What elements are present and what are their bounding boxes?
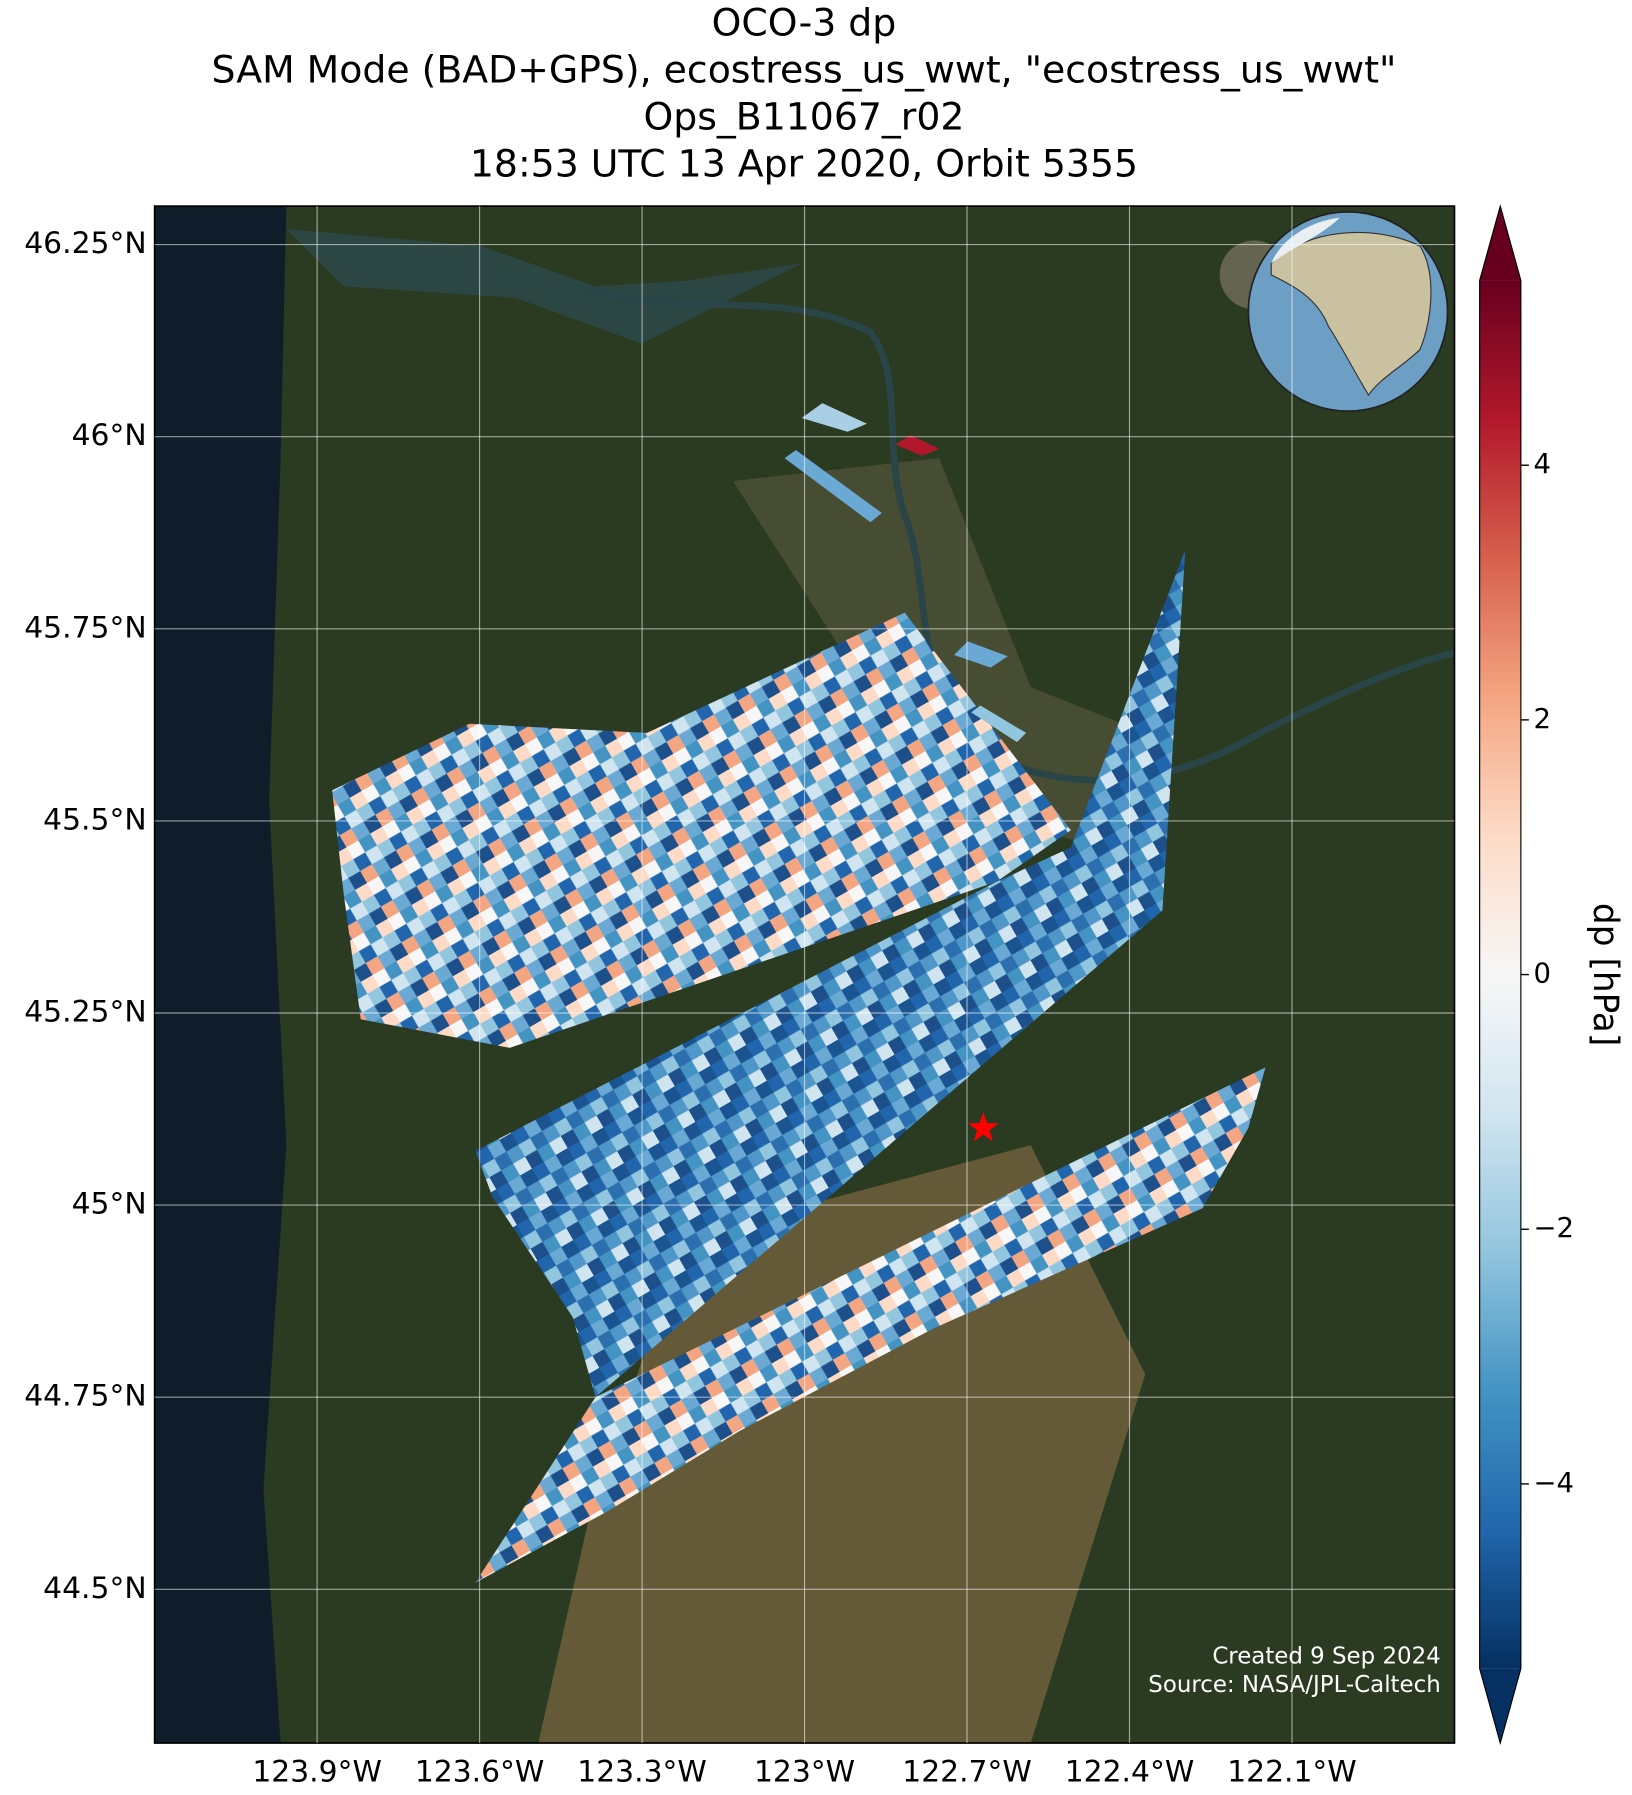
swaths xyxy=(332,403,1266,1583)
colorbar-outline xyxy=(1479,203,1522,1746)
x-tick-label: 123°W xyxy=(754,1754,855,1789)
footnote: Source: NASA/JPL-Caltech xyxy=(1148,1672,1440,1698)
chart-title: 18:53 UTC 13 Apr 2020, Orbit 5355 xyxy=(470,142,1138,186)
swath xyxy=(895,435,940,456)
swath xyxy=(784,450,882,523)
colorbar-tick-label: −2 xyxy=(1533,1212,1574,1244)
footnote: Created 9 Sep 2024 xyxy=(1212,1644,1440,1670)
colorbar-bar xyxy=(1479,280,1521,1669)
colorbar-label: dp [hPa] xyxy=(1585,903,1625,1046)
colorbar-extend xyxy=(1479,1668,1521,1744)
swath xyxy=(475,549,1186,1398)
x-tick-label: 123.6°W xyxy=(415,1754,545,1789)
x-tick-label: 123.3°W xyxy=(577,1754,707,1789)
swath xyxy=(971,705,1027,743)
y-tick-label: 46°N xyxy=(72,418,147,453)
swath xyxy=(332,612,1071,1048)
grid: 123.9°W 123.6°W 123.3°W 123°W 122.7°W 122.4°W… xyxy=(24,206,1455,1789)
colorbar-tick-label: 4 xyxy=(1533,448,1550,480)
y-tick-label: 44.5°N xyxy=(43,1571,146,1606)
y-tick-label: 45.25°N xyxy=(24,994,146,1029)
x-tick-label: 122.1°W xyxy=(1227,1754,1357,1789)
colorbar-tick-label: 0 xyxy=(1533,958,1550,990)
y-tick-label: 46.25°N xyxy=(24,226,146,261)
y-tick-label: 45.5°N xyxy=(43,802,146,837)
colorbar-tick-label: 2 xyxy=(1533,703,1550,735)
target-marker xyxy=(967,1112,999,1142)
x-tick-label: 123.9°W xyxy=(252,1754,382,1789)
y-tick-label: 45.75°N xyxy=(24,610,146,645)
inset-globe xyxy=(1247,211,1449,412)
swath xyxy=(475,1067,1266,1583)
swath xyxy=(801,403,867,432)
y-tick-label: 44.75°N xyxy=(24,1379,146,1414)
y-tick-label: 45°N xyxy=(72,1187,147,1222)
chart-title: OCO-3 dp xyxy=(712,1,897,45)
x-tick-label: 122.4°W xyxy=(1065,1754,1195,1789)
x-tick-label: 122.7°W xyxy=(902,1754,1032,1789)
chart-title: Ops_B11067_r02 xyxy=(644,95,965,139)
chart-title: SAM Mode (BAD+GPS), ecostress_us_wwt, "e… xyxy=(212,48,1397,92)
colorbar-tick-label: −4 xyxy=(1533,1467,1574,1499)
colorbar-extend xyxy=(1479,206,1521,281)
colorbar: −4 −2 0 2 4 dp [hPa] xyxy=(1479,203,1625,1746)
